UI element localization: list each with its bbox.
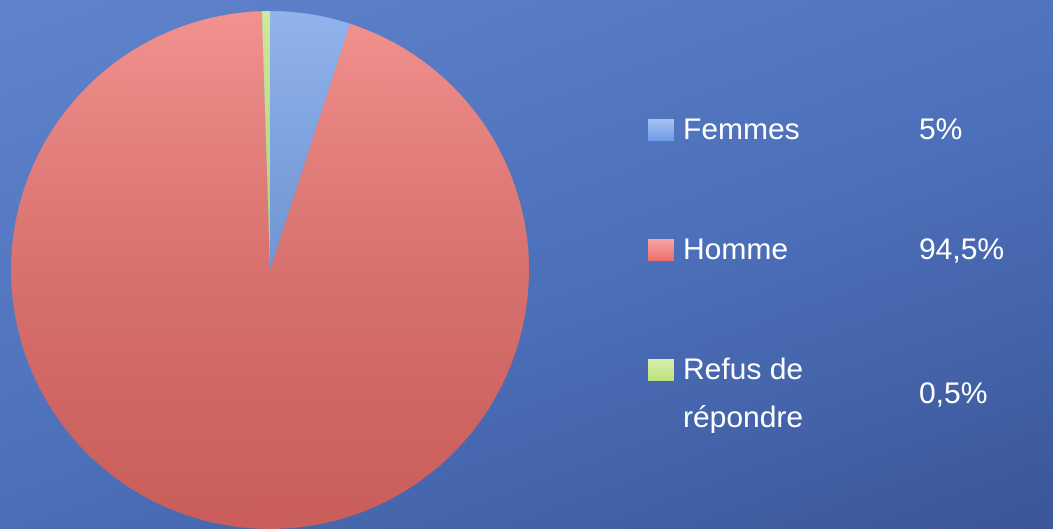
legend-item: Refus de répondre 0,5% [648,346,987,442]
legend-label: Homme [683,233,789,266]
legend-item: Homme 94,5% [648,226,1004,274]
value-label: 94,5% [919,233,1005,266]
value-label: 0,5% [919,377,988,410]
legend-label: Femmes [683,113,800,146]
legend-label: Refus de répondre [683,353,804,434]
legend-swatch [648,239,674,261]
value-label: 5% [919,113,963,146]
legend-item: Femmes 5% [648,106,962,154]
legend-swatch [648,359,674,381]
legend-swatch [648,119,674,141]
